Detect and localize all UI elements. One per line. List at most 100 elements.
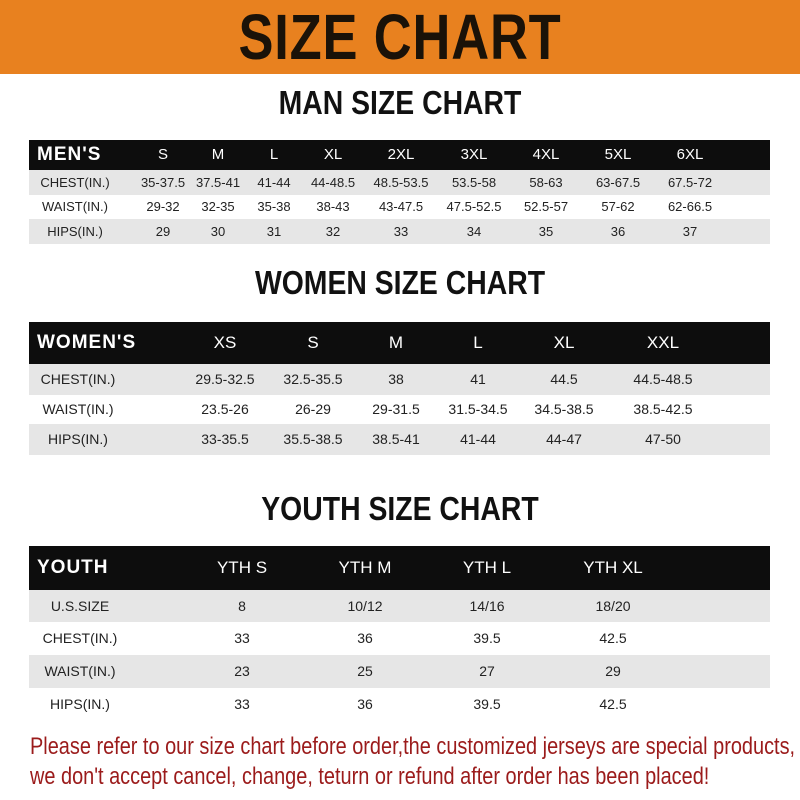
table-cell: 29-32: [146, 199, 180, 214]
table-cell: 30: [210, 224, 226, 239]
table-cell: 42.5: [599, 630, 627, 646]
table-cell: 33: [234, 630, 250, 646]
table-cell: 29: [155, 224, 171, 239]
size-header-cell: S: [157, 146, 169, 163]
table-cell: 44.5: [550, 371, 578, 387]
table-row: CHEST(IN.) 29.5-32.5 32.5-35.5 38 41 44.5 44.5…: [29, 364, 770, 395]
table-cell: 44-47: [546, 431, 582, 447]
size-header-cell: 3XL: [460, 146, 488, 163]
table-cell: 33-35.5: [201, 431, 249, 447]
size-header-cell: YTH S: [216, 558, 268, 577]
measurement-label: CHEST(IN.): [42, 630, 118, 646]
table-cell: 36: [357, 630, 373, 646]
table-cell: 57-62: [601, 199, 635, 214]
table-cell: 10/12: [347, 598, 383, 614]
table-cell: 37.5-41: [195, 175, 241, 190]
table-cell: 32-35: [201, 199, 235, 214]
table-cell: 32.5-35.5: [283, 371, 343, 387]
table-cell: 33: [234, 696, 250, 712]
table-header-row: WOMEN'S XS S M L XL XXL: [29, 322, 770, 364]
table-cell: 31: [266, 224, 282, 239]
table-cell: 38: [388, 371, 404, 387]
table-row: WAIST(IN.) 29-32 32-35 35-38 38-43 43-47.5 47.…: [29, 195, 770, 219]
table-cell: 23: [234, 663, 250, 679]
table-row: HIPS(IN.) 33-35.5 35.5-38.5 38.5-41 41-44 44-…: [29, 424, 770, 455]
women-section-title: WOMEN SIZE CHART: [254, 264, 546, 301]
table-cell: 29-31.5: [372, 401, 420, 417]
table-row: HIPS(IN.) 29 30 31 32 33 34 35 36 37: [29, 219, 770, 244]
table-cell: 27: [479, 663, 495, 679]
table-row: WAIST(IN.) 23.5-26 26-29 29-31.5 31.5-34.5 34…: [29, 395, 770, 424]
youth-section-title: YOUTH SIZE CHART: [261, 490, 539, 527]
table-cell: 58-63: [529, 175, 563, 190]
table-cell: 18/20: [595, 598, 631, 614]
notice-line-2: we don't accept cancel, change, teturn o…: [30, 763, 710, 790]
measurement-label: HIPS(IN.): [47, 224, 103, 239]
table-title-cell: WOMEN'S: [37, 332, 137, 353]
table-cell: 34.5-38.5: [534, 401, 594, 417]
table-cell: 53.5-58: [451, 175, 497, 190]
table-cell: 36: [610, 224, 626, 239]
table-cell: 29.5-32.5: [195, 371, 255, 387]
table-cell: 41-44: [460, 431, 496, 447]
table-row: CHEST(IN.) 35-37.5 37.5-41 41-44 44-48.5 48.5…: [29, 170, 770, 195]
measurement-label: WAIST(IN.): [42, 401, 114, 417]
table-cell: 38-43: [316, 199, 350, 214]
table-row: WAIST(IN.) 23 25 27 29: [29, 655, 770, 688]
size-header-cell: 6XL: [676, 146, 704, 163]
size-header-cell: L: [473, 333, 483, 352]
size-chart-banner: SIZE CHART: [0, 0, 800, 74]
table-cell: 63-67.5: [595, 175, 641, 190]
size-header-cell: L: [269, 146, 279, 163]
table-cell: 38.5-42.5: [633, 401, 693, 417]
table-cell: 35: [538, 224, 554, 239]
measurement-label: HIPS(IN.): [48, 431, 108, 447]
size-header-cell: XXL: [646, 333, 680, 352]
measurement-label: CHEST(IN.): [40, 175, 110, 190]
table-cell: 36: [357, 696, 373, 712]
size-header-cell: 2XL: [387, 146, 415, 163]
measurement-label: U.S.SIZE: [50, 598, 110, 614]
table-cell: 39.5: [473, 630, 501, 646]
table-cell: 62-66.5: [667, 199, 713, 214]
table-cell: 25: [357, 663, 373, 679]
measurement-label: WAIST(IN.): [42, 199, 108, 214]
table-cell: 67.5-72: [667, 175, 713, 190]
table-cell: 14/16: [469, 598, 505, 614]
table-header-row: MEN'S S M L XL 2XL 3XL 4XL 5XL 6XL: [29, 140, 770, 170]
table-cell: 41-44: [257, 175, 291, 190]
men-section-title: MAN SIZE CHART: [278, 84, 522, 121]
table-cell: 37: [682, 224, 698, 239]
table-cell: 34: [466, 224, 482, 239]
table-cell: 26-29: [295, 401, 331, 417]
table-cell: 29: [605, 663, 621, 679]
table-cell: 8: [238, 598, 246, 614]
table-cell: 39.5: [473, 696, 501, 712]
table-cell: 23.5-26: [201, 401, 249, 417]
page-title: SIZE CHART: [238, 1, 562, 73]
size-header-cell: M: [388, 333, 404, 352]
table-cell: 33: [393, 224, 409, 239]
table-cell: 47.5-52.5: [446, 199, 502, 214]
size-header-cell: XL: [553, 333, 575, 352]
men-size-table: MEN'S S M L XL 2XL 3XL 4XL 5XL 6XL CHEST(IN.) 35-37…: [29, 140, 770, 244]
youth-size-table: YOUTH YTH S YTH M YTH L YTH XL U.S.SIZE 8 10/12…: [29, 546, 770, 720]
table-title-cell: YOUTH: [37, 557, 109, 578]
table-cell: 41: [470, 371, 486, 387]
size-header-cell: 5XL: [604, 146, 632, 163]
table-row: HIPS(IN.) 33 36 39.5 42.5: [29, 688, 770, 720]
table-cell: 42.5: [599, 696, 627, 712]
women-size-table: WOMEN'S XS S M L XL XXL CHEST(IN.) 29.5-32.5 32.5…: [29, 322, 770, 455]
table-cell: 48.5-53.5: [373, 175, 429, 190]
measurement-label: CHEST(IN.): [40, 371, 116, 387]
table-cell: 35.5-38.5: [283, 431, 343, 447]
table-cell: 31.5-34.5: [448, 401, 508, 417]
size-header-cell: YTH XL: [583, 558, 643, 577]
size-header-cell: YTH L: [462, 558, 512, 577]
table-cell: 43-47.5: [378, 199, 424, 214]
table-cell: 44.5-48.5: [633, 371, 693, 387]
table-header-row: YOUTH YTH S YTH M YTH L YTH XL: [29, 546, 770, 590]
table-cell: 52.5-57: [523, 199, 569, 214]
table-cell: 38.5-41: [372, 431, 420, 447]
measurement-label: HIPS(IN.): [50, 696, 110, 712]
